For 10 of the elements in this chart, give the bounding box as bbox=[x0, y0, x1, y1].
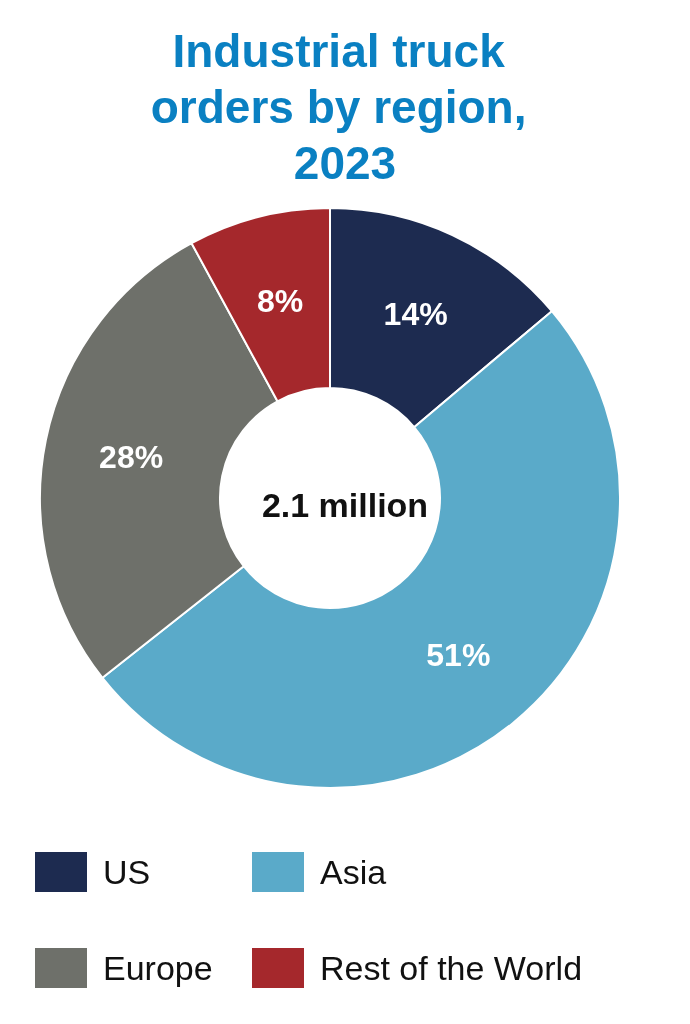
data-label: 28% bbox=[99, 439, 164, 476]
legend-label: Rest of the World bbox=[320, 949, 583, 987]
data-label: 51% bbox=[426, 637, 491, 674]
text: 2.1 million bbox=[261, 486, 429, 524]
data-label: 14% bbox=[383, 295, 448, 332]
legend-label: Europe bbox=[103, 949, 213, 987]
legend-label: US bbox=[103, 853, 151, 891]
legend-label: Asia bbox=[320, 853, 387, 891]
data-label: 8% bbox=[256, 283, 304, 320]
chart-title: Industrial truck orders by region, 2023 bbox=[150, 25, 540, 189]
